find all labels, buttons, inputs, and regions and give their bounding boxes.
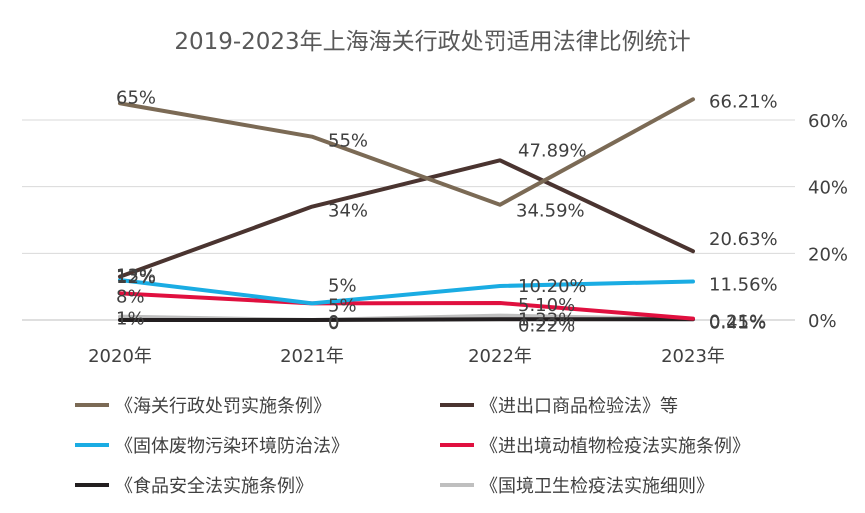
- series-line: [118, 278, 695, 306]
- data-label: 1.33%: [518, 310, 575, 331]
- data-label: 34.59%: [516, 201, 585, 222]
- data-label: 0: [328, 313, 339, 334]
- chart-title: 2019-2023年上海海关行政处罚适用法律比例统计: [174, 29, 691, 55]
- y-tick-label: 60%: [808, 111, 848, 132]
- legend-label: 《进出口商品检验法》等: [480, 396, 678, 417]
- legend-swatch: [75, 483, 109, 487]
- legend-item: 《进出口商品检验法》等: [440, 392, 678, 418]
- legend-item: 《食品安全法实施条例》: [75, 472, 313, 498]
- legend-swatch: [440, 443, 474, 447]
- line-chart: 0% 20% 40% 60% 2020年 2021年 2022年 2023年 65% 55% 3…: [22, 87, 848, 367]
- data-label: 0.22%: [518, 315, 575, 336]
- legend-label: 《国境卫生检疫法实施细则》: [480, 476, 714, 497]
- x-tick-label: 2022年: [468, 346, 532, 367]
- legend-item: 《国境卫生检疫法实施细则》: [440, 472, 714, 498]
- legend-swatch: [440, 483, 474, 487]
- legend-item: 《进出境动植物检疫法实施条例》: [440, 432, 750, 458]
- series-line: [118, 97, 695, 207]
- data-label: 47.89%: [518, 140, 587, 161]
- series-lines: [118, 97, 695, 322]
- legend-item: 《固体废物污染环境防治法》: [75, 432, 349, 458]
- x-tick-label: 2020年: [88, 346, 152, 367]
- data-labels: 65% 55% 34.59% 66.21% 13% 34% 47.89% 20.63% 12% 5…: [116, 87, 778, 336]
- legend-swatch: [75, 443, 109, 447]
- legend-label: 《固体废物污染环境防治法》: [115, 436, 349, 457]
- data-label: 5%: [328, 295, 357, 316]
- series-line: [118, 158, 695, 279]
- x-tick-label: 2021年: [280, 346, 344, 367]
- data-label: 65%: [116, 87, 156, 108]
- data-label: 0.25%: [709, 312, 766, 333]
- x-tick-label: 2023年: [661, 346, 725, 367]
- data-label: 55%: [328, 131, 368, 152]
- data-label: 11.56%: [709, 274, 778, 295]
- y-tick-label: 0%: [808, 311, 837, 332]
- series-line: [118, 291, 695, 321]
- y-tick-label: 20%: [808, 244, 848, 265]
- series-line: [118, 317, 695, 322]
- legend-item: 《海关行政处罚实施条例》: [75, 392, 331, 418]
- data-label: 0.21%: [709, 311, 766, 332]
- data-label: 34%: [328, 201, 368, 222]
- data-label: 12%: [116, 267, 156, 288]
- data-label: 5%: [328, 275, 357, 296]
- x-axis-ticks: 2020年 2021年 2022年 2023年: [88, 346, 725, 367]
- legend-label: 《进出境动植物检疫法实施条例》: [480, 436, 750, 457]
- data-label: 10.20%: [518, 276, 587, 297]
- data-label: 5.10%: [518, 295, 575, 316]
- data-label: 13%: [116, 266, 156, 287]
- data-label: 66.21%: [709, 91, 778, 112]
- legend-label: 《食品安全法实施条例》: [115, 476, 313, 497]
- data-label: 0: [328, 312, 339, 333]
- y-axis-ticks: 0% 20% 40% 60%: [808, 111, 848, 332]
- legend-label: 《海关行政处罚实施条例》: [115, 396, 331, 417]
- data-label: 1%: [116, 309, 145, 330]
- legend-swatch: [440, 403, 474, 407]
- data-label: 0.41%: [709, 313, 766, 334]
- legend-swatch: [75, 403, 109, 407]
- y-tick-label: 40%: [808, 178, 848, 199]
- data-label: 8%: [116, 286, 145, 307]
- data-label: 20.63%: [709, 229, 778, 250]
